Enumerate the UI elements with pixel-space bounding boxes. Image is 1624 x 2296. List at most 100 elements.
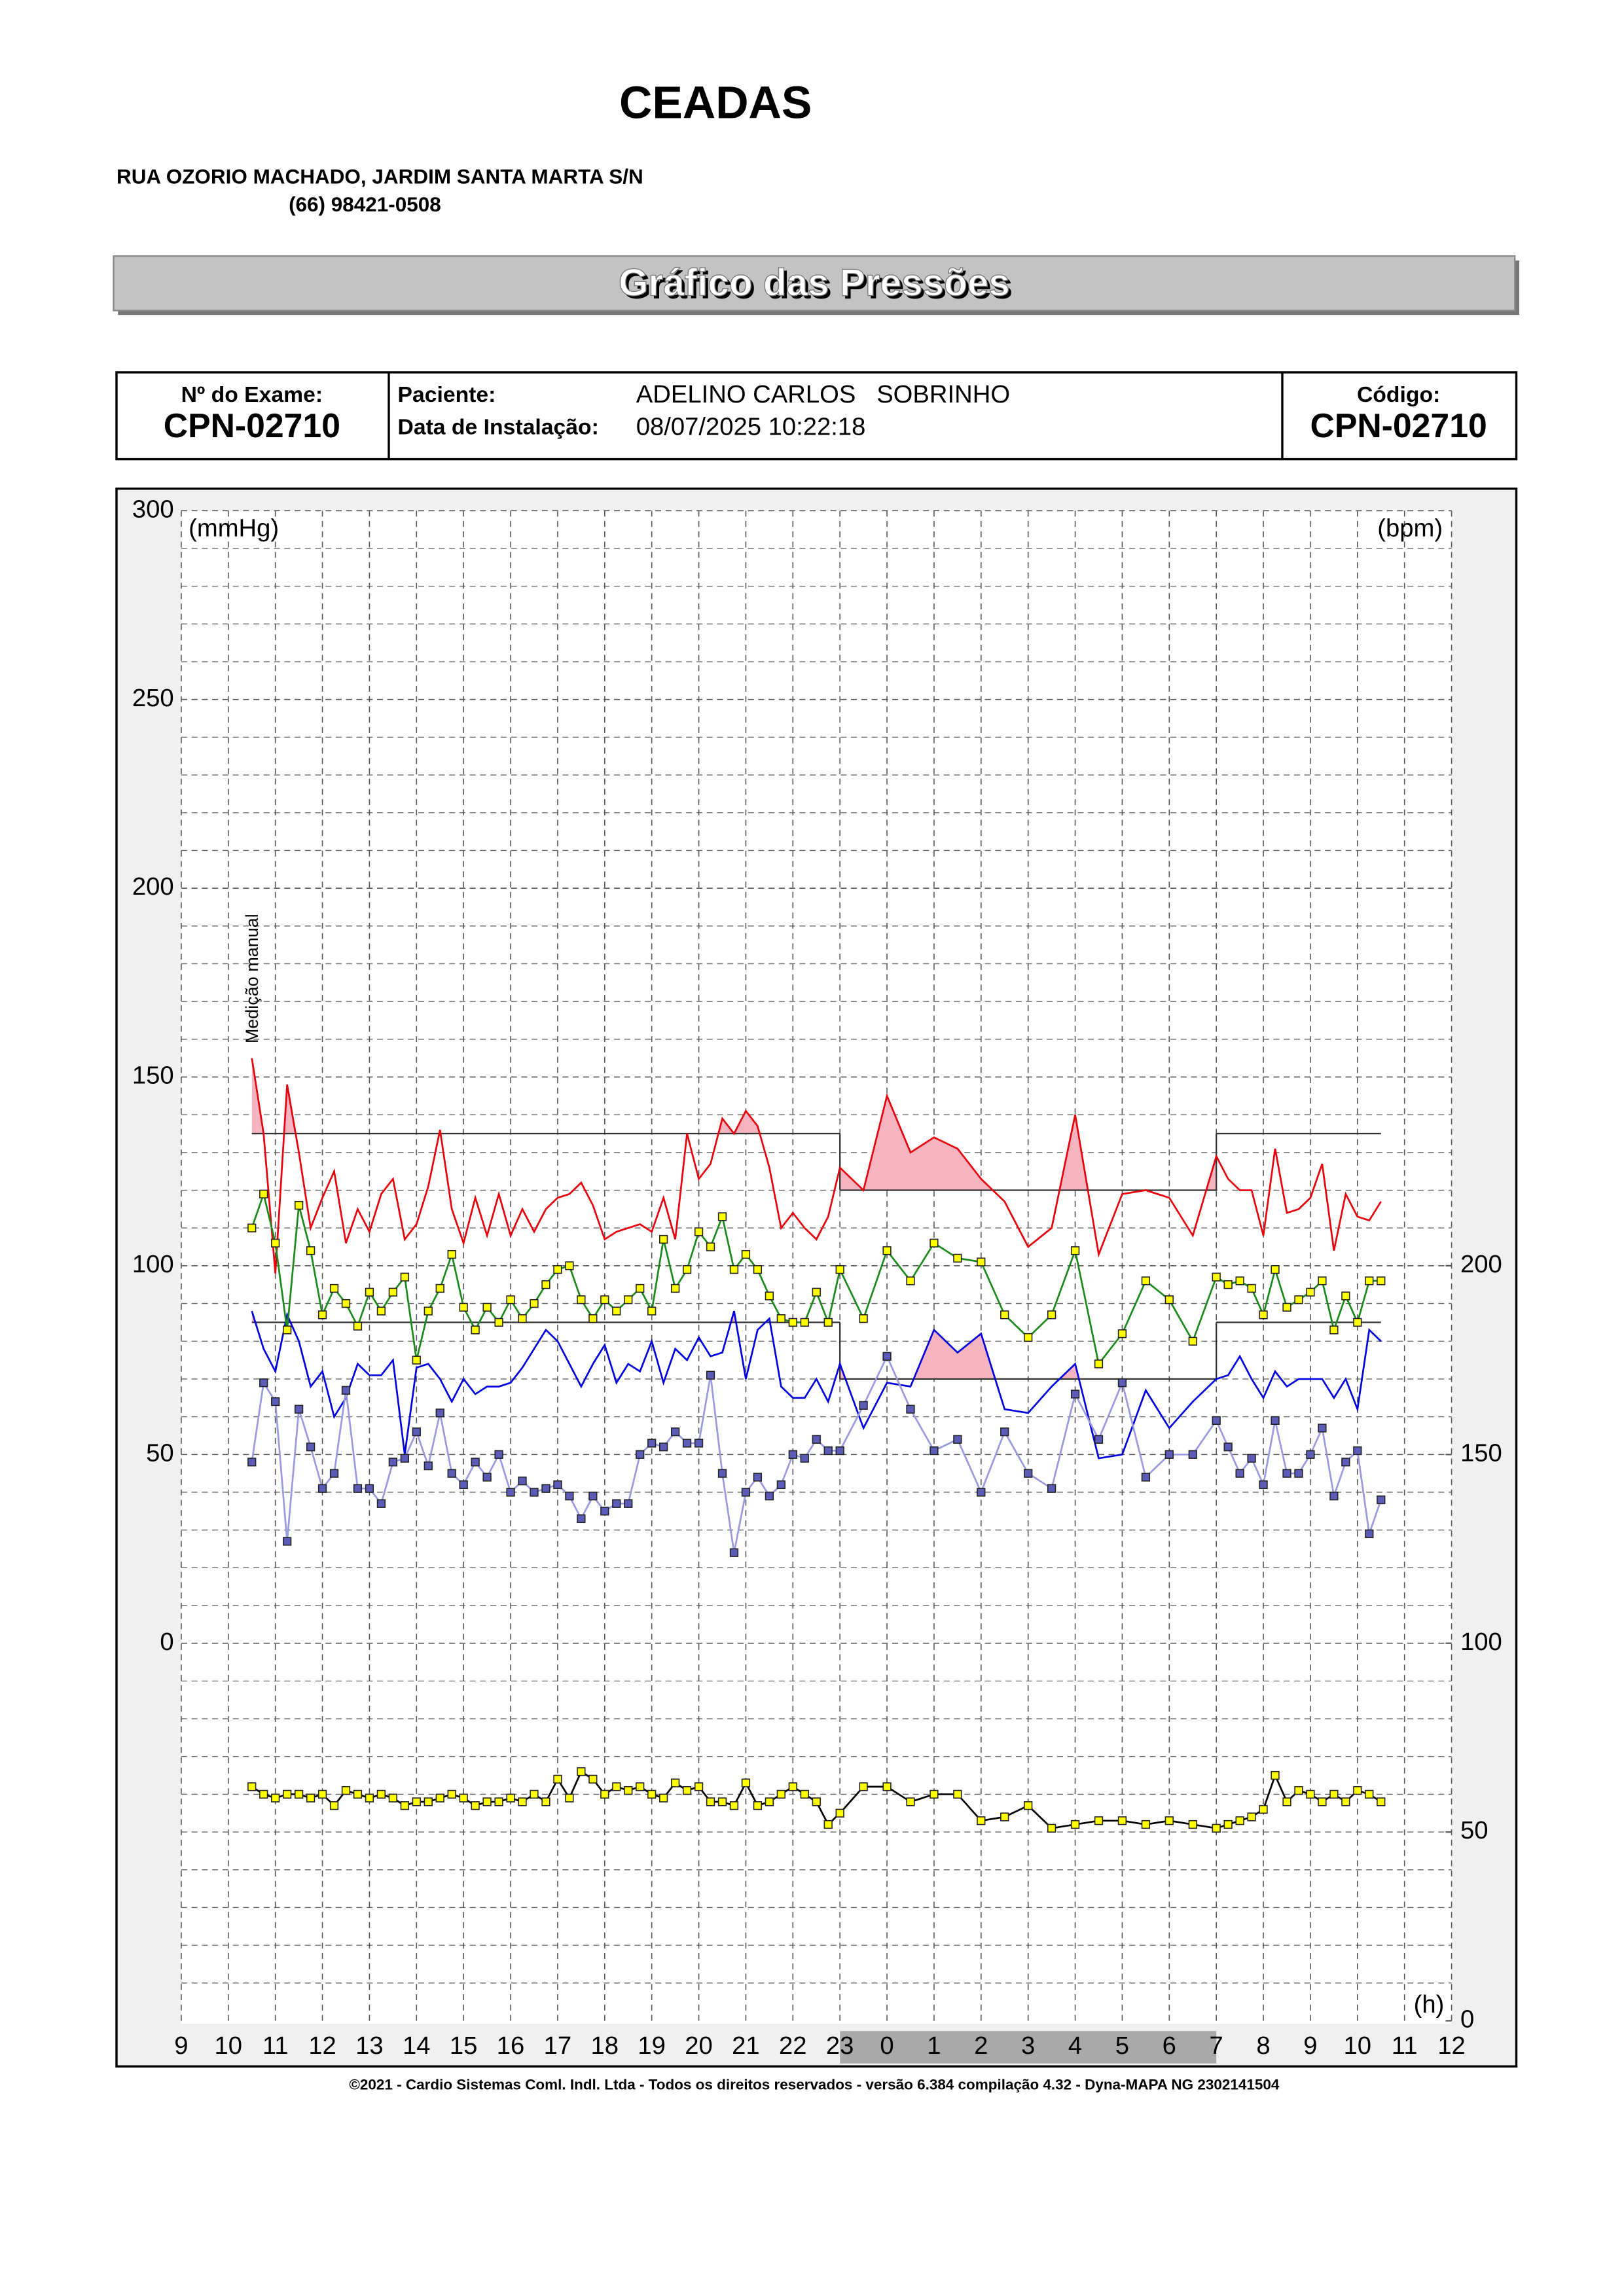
point [435,1793,444,1803]
point [1117,1816,1127,1825]
point [647,1306,657,1316]
point [412,1797,421,1806]
point [494,1797,503,1806]
point [1070,1820,1080,1829]
x-tick-label: 20 [685,2032,713,2060]
point [1235,1276,1244,1285]
point [1282,1469,1291,1478]
point [812,1435,821,1444]
point [1282,1302,1291,1312]
x-axis-label: (h) [1414,1990,1445,2018]
point [459,1793,468,1803]
point [1070,1246,1080,1255]
point [506,1488,515,1497]
point [706,1371,715,1380]
point [788,1450,797,1459]
point [906,1797,915,1806]
banner [113,255,1516,312]
point [835,1808,844,1818]
point [1117,1378,1127,1388]
y2-tick-label: 200 [1460,1250,1502,1278]
point [1235,1469,1244,1478]
point [1247,1812,1256,1821]
point [341,1299,351,1308]
point [647,1789,657,1799]
point [588,1492,598,1501]
point [1259,1480,1268,1490]
x-tick-label: 7 [1210,2032,1223,2060]
point [388,1287,397,1297]
point [788,1318,797,1327]
point [1318,1276,1327,1285]
point [612,1306,621,1316]
point [1377,1495,1386,1505]
point [1164,1450,1174,1459]
point [906,1276,915,1285]
x-tick-label: 10 [215,2032,243,2060]
point [1329,1492,1339,1501]
annotation: Medição manual [242,914,262,1043]
point [812,1287,821,1297]
point [588,1314,598,1323]
point [482,1302,492,1312]
point [482,1473,492,1482]
point [741,1778,751,1787]
point [341,1386,351,1395]
x-tick-label: 12 [308,2032,336,2060]
point [1259,1804,1268,1814]
y-tick-label: 150 [132,1062,174,1090]
point [1341,1458,1350,1467]
point [259,1789,268,1799]
point [776,1314,785,1323]
point [577,1767,586,1776]
point [1271,1770,1280,1780]
x-tick-label: 11 [262,2032,289,2060]
point [294,1789,304,1799]
clinic-name: CEADAS [619,77,812,128]
point [765,1291,774,1300]
point [294,1200,304,1210]
point [577,1514,586,1523]
point [435,1283,444,1293]
point [1235,1816,1244,1825]
point [424,1306,433,1316]
point [353,1321,363,1331]
x-tick-label: 15 [450,2032,478,2060]
point [506,1295,515,1304]
point [447,1249,456,1259]
y2-tick-label: 50 [1460,1816,1489,1844]
series-line [251,1058,1382,1274]
x-tick-label: 13 [355,2032,384,2060]
point [1223,1820,1233,1829]
point [435,1408,444,1418]
point [565,1261,574,1270]
point [1070,1390,1080,1399]
point [553,1265,562,1274]
point [565,1492,574,1501]
point [541,1280,550,1289]
address: RUA OZORIO MACHADO, JARDIM SANTA MARTA S… [117,165,643,188]
point [1329,1325,1339,1335]
point [553,1774,562,1784]
point [1377,1276,1386,1285]
x-tick-label: 14 [403,2032,431,2060]
point [706,1797,715,1806]
point [541,1484,550,1493]
point [1047,1310,1056,1319]
point [765,1797,774,1806]
point [694,1439,704,1448]
point [341,1786,351,1795]
point [577,1295,586,1304]
point [388,1793,397,1803]
point [882,1352,892,1361]
y-tick-label: 0 [160,1628,173,1656]
point [670,1778,680,1787]
point [553,1480,562,1490]
point [541,1797,550,1806]
point [706,1242,715,1251]
point [329,1283,339,1293]
point [600,1295,609,1304]
x-tick-label: 17 [544,2032,572,2060]
banner-title: Gráfico das Pressões [619,262,1010,304]
point [647,1439,657,1448]
